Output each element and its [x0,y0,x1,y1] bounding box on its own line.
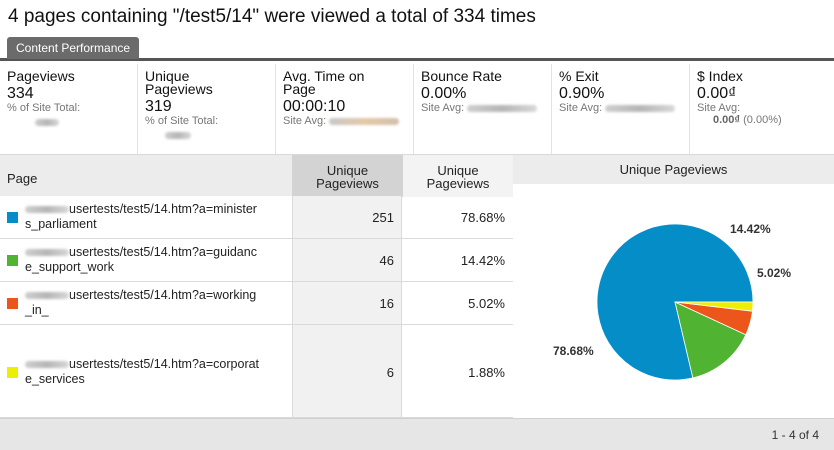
pie-slice-guidance_support_work[interactable] [674,301,747,379]
metric-value: 0.00₫ [697,85,737,102]
metric-sub: Site Avg: [283,115,413,127]
metric-pageviews: Pageviews 334 % of Site Total: [0,64,138,154]
pie-label: 14.42% [730,222,771,236]
column-header-page[interactable]: Page [7,171,38,186]
table-row: usertests/test5/14.htm?a=guidanc e_suppor… [0,239,513,282]
metric-sub: Site Avg: [559,102,689,114]
metric-sub: % of Site Total: [7,102,81,114]
cell-unique-pageviews: 46 [379,253,394,268]
color-swatch-icon [7,255,18,266]
tab-content-performance[interactable]: Content Performance [7,37,140,59]
metric-value: 334 [7,85,34,102]
metric-label: Pageviews [145,81,213,97]
redacted-value [467,104,538,112]
color-swatch-icon [7,212,18,223]
metrics-summary: Pageviews 334 % of Site Total: Unique Pa… [0,64,834,154]
pie-label: 78.68% [553,344,594,358]
redacted-value [165,132,191,140]
metric-avg-time: Avg. Time on Page 00:00:10 Site Avg: [276,64,414,154]
metric-sub: % of Site Total: [145,115,219,127]
metric-index: $ Index 0.00₫ Site Avg: 0.00₫ (0.00%) [690,64,834,154]
column-header-unique-pageviews-sorted[interactable]: Unique Pageviews [292,155,403,197]
table-footer: 1 - 4 of 4 [0,418,834,450]
metric-label: Unique [145,68,190,84]
cell-sorted-bg [292,196,402,238]
metric-label: Pageviews [7,68,75,84]
pie-chart [596,223,754,381]
metric-value: 319 [145,98,172,115]
cell-sorted-bg [292,325,402,417]
redacted-host [25,361,69,369]
cell-sorted-bg [292,282,402,324]
page-link[interactable]: usertests/test5/14.htm?a=minister s_parli… [25,202,257,231]
redacted-host [25,249,69,257]
cell-unique-pageviews: 6 [386,365,394,380]
cell-unique-pageviews: 251 [372,210,394,225]
metric-label: Bounce Rate [421,68,502,84]
pie-chart-area: 14.42% 5.02% 78.68% [513,184,834,424]
metric-exit: % Exit 0.90% Site Avg: [552,64,690,154]
pagination-info: 1 - 4 of 4 [771,428,819,442]
table-row: usertests/test5/14.htm?a=minister s_parli… [0,196,513,239]
metric-value: 0.00% [421,85,467,102]
tab-bar: Content Performance [0,37,834,61]
pie-label: 5.02% [757,266,792,280]
metric-bounce-rate: Bounce Rate 0.00% Site Avg: [414,64,552,154]
metric-label: $ Index [697,68,743,84]
table-row: usertests/test5/14.htm?a=working _in_ 16 … [0,282,513,325]
redacted-value [329,117,400,125]
redacted-host [25,206,69,214]
cell-pct: 5.02% [468,296,505,311]
redacted-value [35,119,59,127]
metric-value: 0.90% [559,85,605,102]
metric-label: Avg. Time on [283,68,365,84]
metric-sub: Site Avg: [421,102,551,114]
color-swatch-icon [7,367,18,378]
page-link[interactable]: usertests/test5/14.htm?a=working _in_ [25,288,257,317]
cell-pct: 78.68% [460,210,505,225]
cell-unique-pageviews: 16 [379,296,394,311]
metric-label: % Exit [559,68,599,84]
redacted-host [25,292,69,300]
metric-label: Page [283,81,316,97]
metric-sub: Site Avg: [697,102,741,114]
pie-chart-title: Unique Pageviews [513,154,834,184]
page-link[interactable]: usertests/test5/14.htm?a=guidanc e_suppor… [25,245,257,274]
table-header: Page Unique Pageviews Unique Pageviews [0,154,513,197]
table-row: usertests/test5/14.htm?a=corporat e_servi… [0,325,513,418]
metric-sub-detail: 0.00₫ (0.00%) [713,114,782,126]
content-table: Page Unique Pageviews Unique Pageviews use… [0,154,834,424]
page-link[interactable]: usertests/test5/14.htm?a=corporat e_servi… [25,357,260,386]
metric-unique-pageviews: Unique Pageviews 319 % of Site Total: [138,64,276,154]
cell-pct: 1.88% [468,365,505,380]
cell-sorted-bg [292,239,402,281]
metric-value: 00:00:10 [283,98,346,115]
pie-slice-corporate_services[interactable] [674,301,754,312]
redacted-value [605,104,676,112]
page-headline: 4 pages containing "/test5/14" were view… [8,6,536,27]
column-header-unique-pageviews-pct[interactable]: Unique Pageviews [403,155,513,197]
color-swatch-icon [7,298,18,309]
cell-pct: 14.42% [460,253,505,268]
